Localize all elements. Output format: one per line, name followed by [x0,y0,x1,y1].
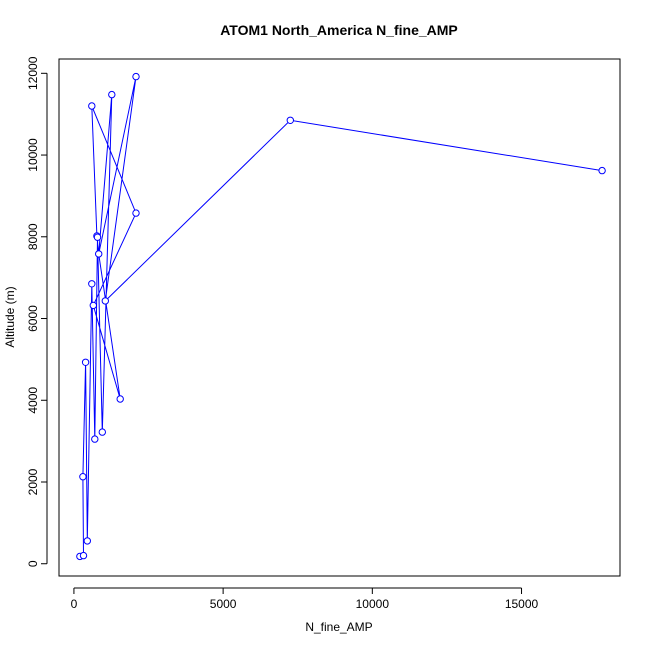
x-tick-label: 5000 [210,597,237,611]
data-point [132,209,140,217]
series-line [79,76,603,557]
data-point [79,551,88,560]
data-point [108,90,116,99]
y-tick-label: 12000 [26,56,40,90]
data-point [98,428,107,436]
series-layer [76,72,606,561]
y-axis-label: Altitude (m) [3,286,17,347]
y-tick-label: 4000 [26,387,40,414]
data-point [101,297,110,305]
y-axis: 0 2000 4000 6000 8000 10000 12000 [26,56,48,567]
y-tick-label: 2000 [26,468,40,495]
data-point [88,102,96,110]
data-point [91,435,99,443]
x-tick-label: 0 [71,597,78,611]
x-axis-label: N_fine_AMP [305,620,372,634]
y-tick-label: 6000 [26,305,40,332]
data-point [79,473,87,481]
y-tick-label: 0 [26,560,40,567]
chart-title: ATOM1 North_America N_fine_AMP [220,22,458,38]
data-point [88,280,96,288]
data-point [95,250,103,258]
y-tick-label: 10000 [26,138,40,172]
data-point [89,301,98,310]
data-point [132,72,140,81]
data-point [286,116,294,125]
x-axis: 0 5000 10000 15000 [71,587,539,611]
x-tick-label: 15000 [505,597,539,611]
y-tick-label: 8000 [26,223,40,250]
data-point [598,166,606,175]
x-tick-label: 10000 [356,597,390,611]
data-point [116,395,124,403]
plot-frame [58,58,621,577]
data-point [83,537,92,545]
data-point [93,233,102,241]
data-point [81,358,90,366]
